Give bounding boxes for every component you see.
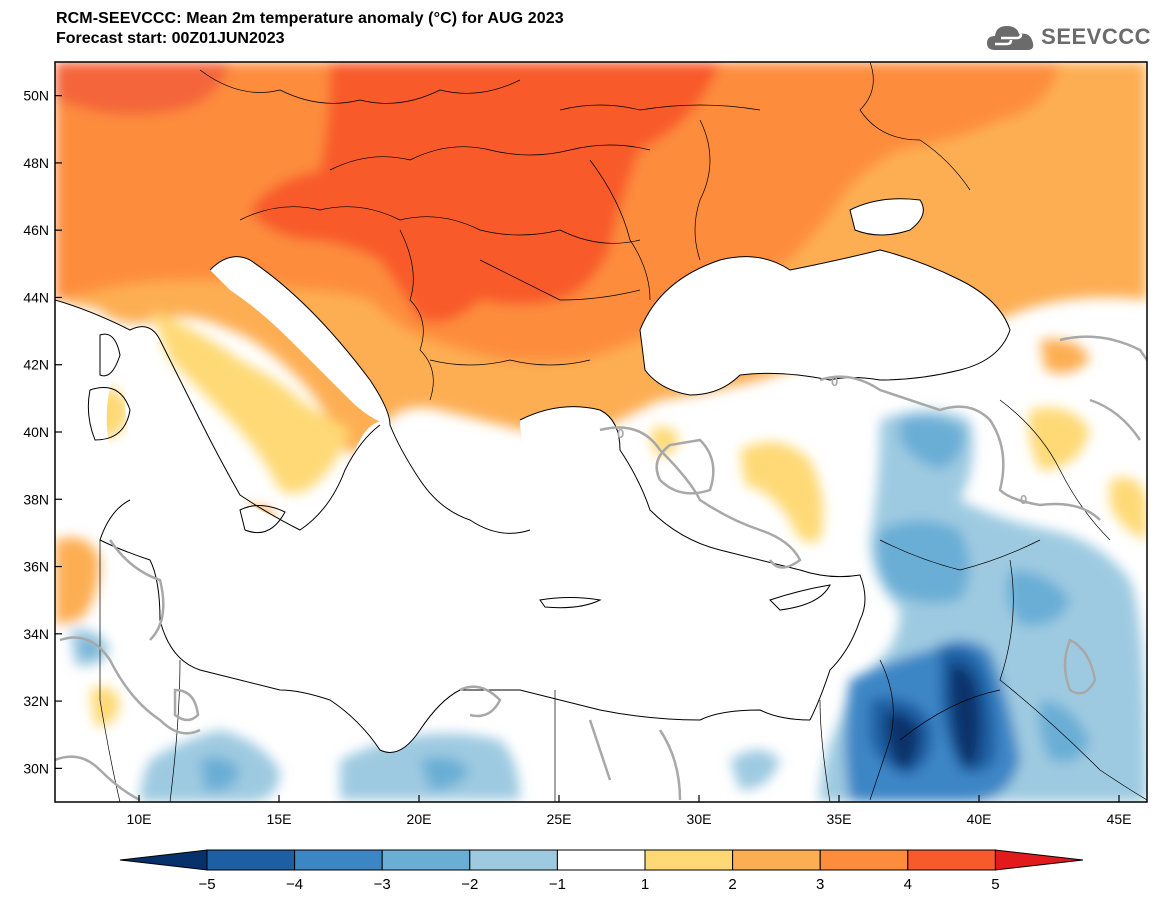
- colorbar-label: 5: [991, 876, 999, 893]
- zero-contours: [55, 335, 1147, 802]
- forecast-start: Forecast start: 00Z01JUN2023: [56, 30, 285, 47]
- colorbar: −5 −4 −3 −2 −1 1 2 3 4 5: [119, 849, 1084, 893]
- y-tick-label: 48N: [23, 155, 49, 171]
- y-tick-label: 46N: [23, 222, 49, 238]
- country-borders: [99, 62, 1147, 802]
- contour-label: 0: [1020, 492, 1027, 507]
- logo-text: SEEVCCC: [1041, 24, 1151, 49]
- x-tick-label: 35E: [827, 811, 852, 827]
- colorbar-label: 2: [728, 876, 736, 893]
- anomaly-field: 0 0 0: [55, 62, 1147, 802]
- map-title: RCM-SEEVCCC: Mean 2m temperature anomaly…: [56, 10, 564, 27]
- x-tick-label: 40E: [967, 811, 992, 827]
- y-tick-label: 38N: [23, 491, 49, 507]
- x-tick-label: 30E: [687, 811, 712, 827]
- x-tick-label: 25E: [547, 811, 572, 827]
- y-tick-label: 32N: [23, 693, 49, 709]
- y-tick-label: 50N: [23, 88, 49, 104]
- y-tick-label: 42N: [23, 357, 49, 373]
- colorbar-bin: [644, 849, 734, 871]
- x-tick-label: 20E: [407, 811, 432, 827]
- colorbar-above-max: [994, 849, 1084, 871]
- colorbar-label: 1: [641, 876, 649, 893]
- cloud-logo-icon: [987, 26, 1034, 50]
- colorbar-bin: [469, 849, 558, 871]
- colorbar-bin: [819, 849, 909, 871]
- colorbar-bin: [907, 849, 996, 871]
- colorbar-below-min: [119, 849, 208, 871]
- sea-mask: [55, 198, 1010, 753]
- colorbar-label: −4: [286, 876, 303, 893]
- colorbar-bin: [294, 849, 383, 871]
- colorbar-bin: [206, 849, 296, 871]
- contour-labels: 0 0 0: [617, 374, 1027, 507]
- colorbar-label: −1: [549, 876, 566, 893]
- y-tick-label: 34N: [23, 626, 49, 642]
- y-tick-label: 30N: [23, 760, 49, 776]
- x-tick-label: 45E: [1107, 811, 1132, 827]
- x-tick-label: 15E: [267, 811, 292, 827]
- colorbar-label: 3: [816, 876, 824, 893]
- coastlines: [55, 198, 1011, 753]
- contour-label: 0: [831, 374, 838, 389]
- contour-label: 0: [617, 426, 624, 441]
- seevccc-logo: SEEVCCC: [985, 20, 1151, 54]
- colorbar-bin: [381, 849, 471, 871]
- colorbar-label: 4: [904, 876, 912, 893]
- colorbar-label: −3: [374, 876, 391, 893]
- colorbar-bin: [556, 849, 646, 871]
- colorbar-label: −2: [461, 876, 478, 893]
- y-tick-label: 36N: [23, 559, 49, 575]
- longitude-axis: 10E 15E 20E 25E 30E 35E 40E 45E: [127, 795, 1132, 827]
- colorbar-bin: [732, 849, 821, 871]
- y-tick-label: 40N: [23, 424, 49, 440]
- x-tick-label: 10E: [127, 811, 152, 827]
- y-tick-label: 44N: [23, 289, 49, 305]
- colorbar-label: −5: [198, 876, 215, 893]
- latitude-axis: 50N 48N 46N 44N 42N 40N 38N 36N 34N 32N 30N: [23, 88, 62, 776]
